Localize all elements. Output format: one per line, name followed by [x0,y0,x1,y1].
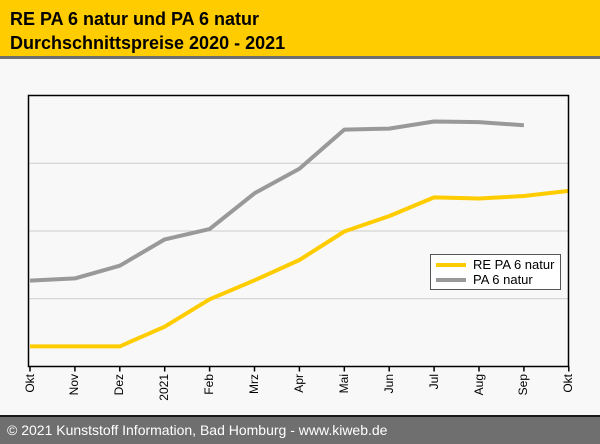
x-axis-label: Sep [516,374,531,396]
plot-border [27,94,570,368]
x-axis-label: Okt [22,374,37,393]
chart-legend: RE PA 6 natur PA 6 natur [430,254,561,290]
x-axis-label: Dez [112,374,127,396]
x-axis-label: Mrz [247,374,261,394]
legend-item: PA 6 natur [436,272,560,287]
chart-title-line-2: Durchschnittspreise 2020 - 2021 [10,33,286,53]
legend-line-swatch [436,262,466,267]
legend-line-swatch [436,277,466,282]
chart-header: RE PA 6 natur und PA 6 natur Durchschnit… [0,0,600,59]
footer-bar: © 2021 Kunststoff Information, Bad Hombu… [0,415,600,444]
series-line-pa-6-natur [29,119,525,283]
x-axis-label: Okt [561,374,576,393]
x-axis-label: Jul [426,374,441,390]
chart-title-line-1: RE PA 6 natur und PA 6 natur [10,9,260,29]
legend-label: RE PA 6 natur [473,257,555,272]
x-axis-label: Jun [381,374,396,394]
x-axis-label: 2021 [157,374,172,401]
x-axis-label: Feb [202,374,217,395]
copyright-text: © 2021 Kunststoff Information, Bad Hombu… [7,422,388,438]
x-axis-label: Nov [67,374,82,396]
x-axis-label: Apr [291,374,306,393]
x-axis-label: Mai [336,374,351,394]
x-axis-label: Aug [471,374,486,396]
legend-label: PA 6 natur [473,272,533,287]
legend-item: RE PA 6 natur [436,257,560,272]
series-line-re-pa-6-natur [30,188,570,349]
